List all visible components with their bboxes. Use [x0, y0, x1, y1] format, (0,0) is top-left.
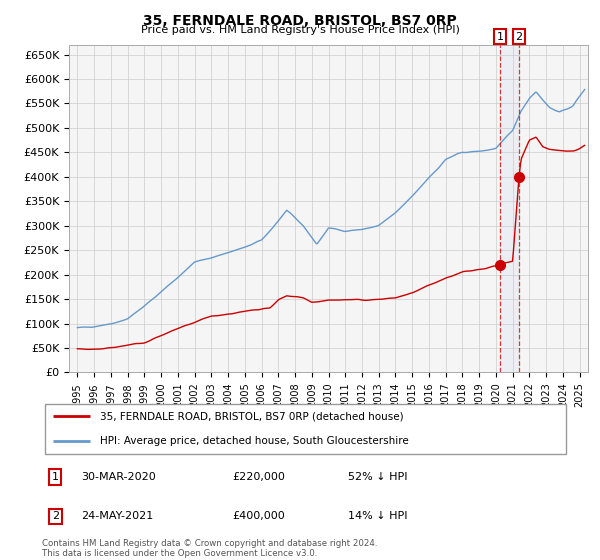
Text: 35, FERNDALE ROAD, BRISTOL, BS7 0RP (detached house): 35, FERNDALE ROAD, BRISTOL, BS7 0RP (det… [100, 411, 404, 421]
Text: 35, FERNDALE ROAD, BRISTOL, BS7 0RP: 35, FERNDALE ROAD, BRISTOL, BS7 0RP [143, 14, 457, 28]
Text: 14% ↓ HPI: 14% ↓ HPI [348, 511, 408, 521]
Text: HPI: Average price, detached house, South Gloucestershire: HPI: Average price, detached house, Sout… [100, 436, 409, 446]
Text: £400,000: £400,000 [232, 511, 285, 521]
Text: 1: 1 [52, 472, 59, 482]
Text: £220,000: £220,000 [232, 472, 285, 482]
Text: 1: 1 [497, 31, 503, 41]
Text: Contains HM Land Registry data © Crown copyright and database right 2024.
This d: Contains HM Land Registry data © Crown c… [42, 539, 377, 558]
Text: 52% ↓ HPI: 52% ↓ HPI [348, 472, 408, 482]
Text: 2: 2 [52, 511, 59, 521]
FancyBboxPatch shape [44, 404, 566, 454]
Bar [500, 45, 519, 372]
Text: Price paid vs. HM Land Registry's House Price Index (HPI): Price paid vs. HM Land Registry's House … [140, 25, 460, 35]
Text: 24-MAY-2021: 24-MAY-2021 [82, 511, 154, 521]
Text: 30-MAR-2020: 30-MAR-2020 [82, 472, 157, 482]
Text: 2: 2 [515, 31, 523, 41]
